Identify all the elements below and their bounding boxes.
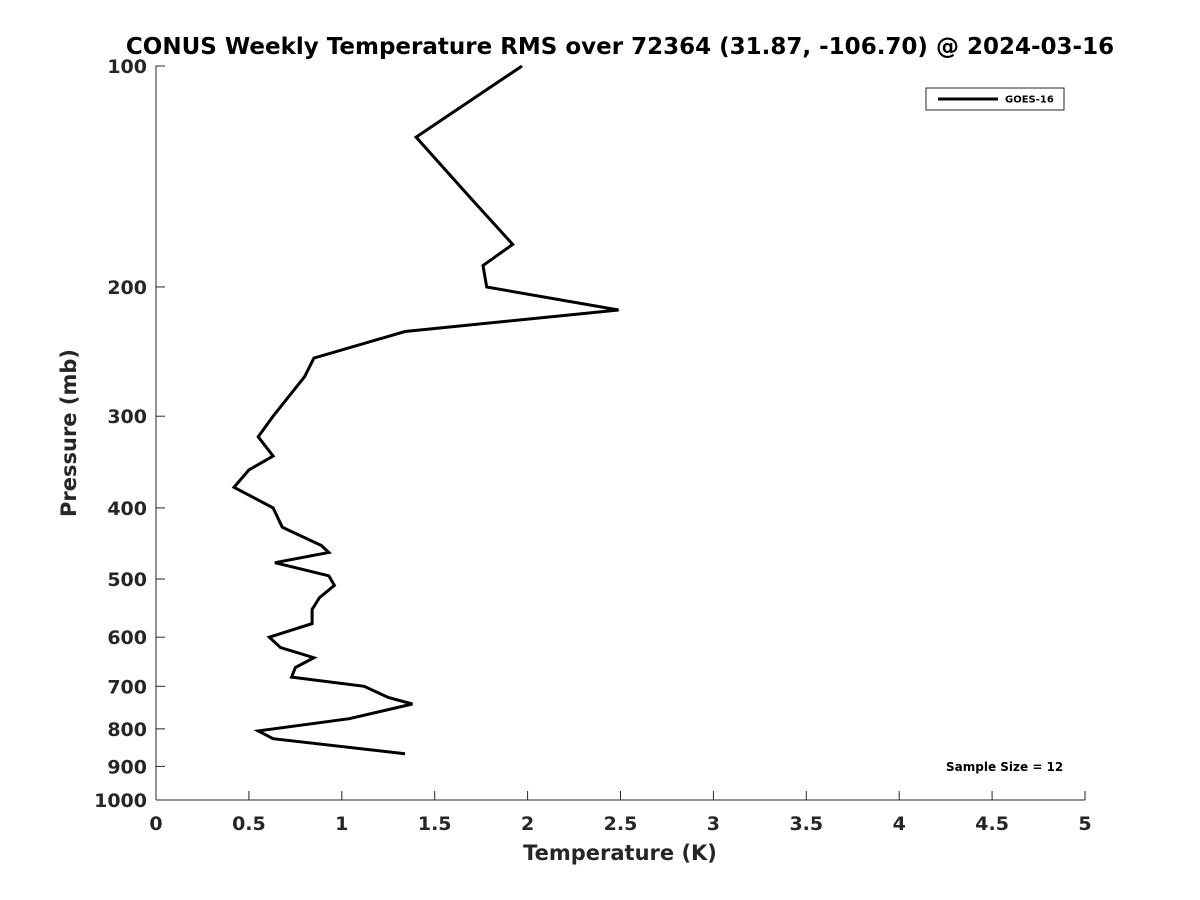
x-tick-label: 2.5: [604, 813, 638, 835]
y-tick-label: 1000: [94, 790, 147, 812]
y-ticks: 100 200 300 400 500 600 700 800 900 1000: [94, 56, 165, 812]
x-tick-label: 3: [707, 813, 720, 835]
x-tick-label: 1: [335, 813, 348, 835]
x-ticks: 0 0.5 1 1.5 2 2.5 3 3.5 4 4.5 5: [149, 791, 1092, 835]
legend-label-goes-16: GOES-16: [1005, 95, 1054, 106]
x-tick-label: 2: [521, 813, 534, 835]
x-axis-title: Temperature (K): [523, 841, 717, 865]
y-tick-label: 300: [107, 406, 147, 428]
y-tick-label: 600: [107, 627, 147, 649]
y-tick-label: 700: [107, 676, 147, 698]
x-tick-label: 5: [1078, 813, 1091, 835]
series-line-goes-16: [231, 64, 619, 756]
x-tick-label: 4: [893, 813, 906, 835]
plot-area: 0 0.5 1 1.5 2 2.5 3 3.5 4 4.5 5 100 200 300 400 500 600…: [94, 56, 1092, 835]
legend: GOES-16: [925, 87, 1065, 111]
y-tick-label: 100: [107, 56, 147, 78]
x-tick-label: 3.5: [789, 813, 823, 835]
x-tick-label: 0: [149, 813, 162, 835]
y-tick-label: 200: [107, 277, 147, 299]
y-tick-label: 800: [107, 719, 147, 741]
x-tick-label: 1.5: [418, 813, 452, 835]
y-tick-label: 500: [107, 569, 147, 591]
x-tick-label: 0.5: [232, 813, 266, 835]
y-tick-label: 900: [107, 756, 147, 778]
x-tick-label: 4.5: [975, 813, 1009, 835]
y-axis-title: Pressure (mb): [57, 349, 81, 517]
sample-size-annotation: Sample Size = 12: [946, 760, 1063, 774]
y-tick-label: 400: [107, 498, 147, 520]
series-layer: [231, 64, 619, 756]
chart-title: CONUS Weekly Temperature RMS over 72364 …: [126, 34, 1114, 60]
